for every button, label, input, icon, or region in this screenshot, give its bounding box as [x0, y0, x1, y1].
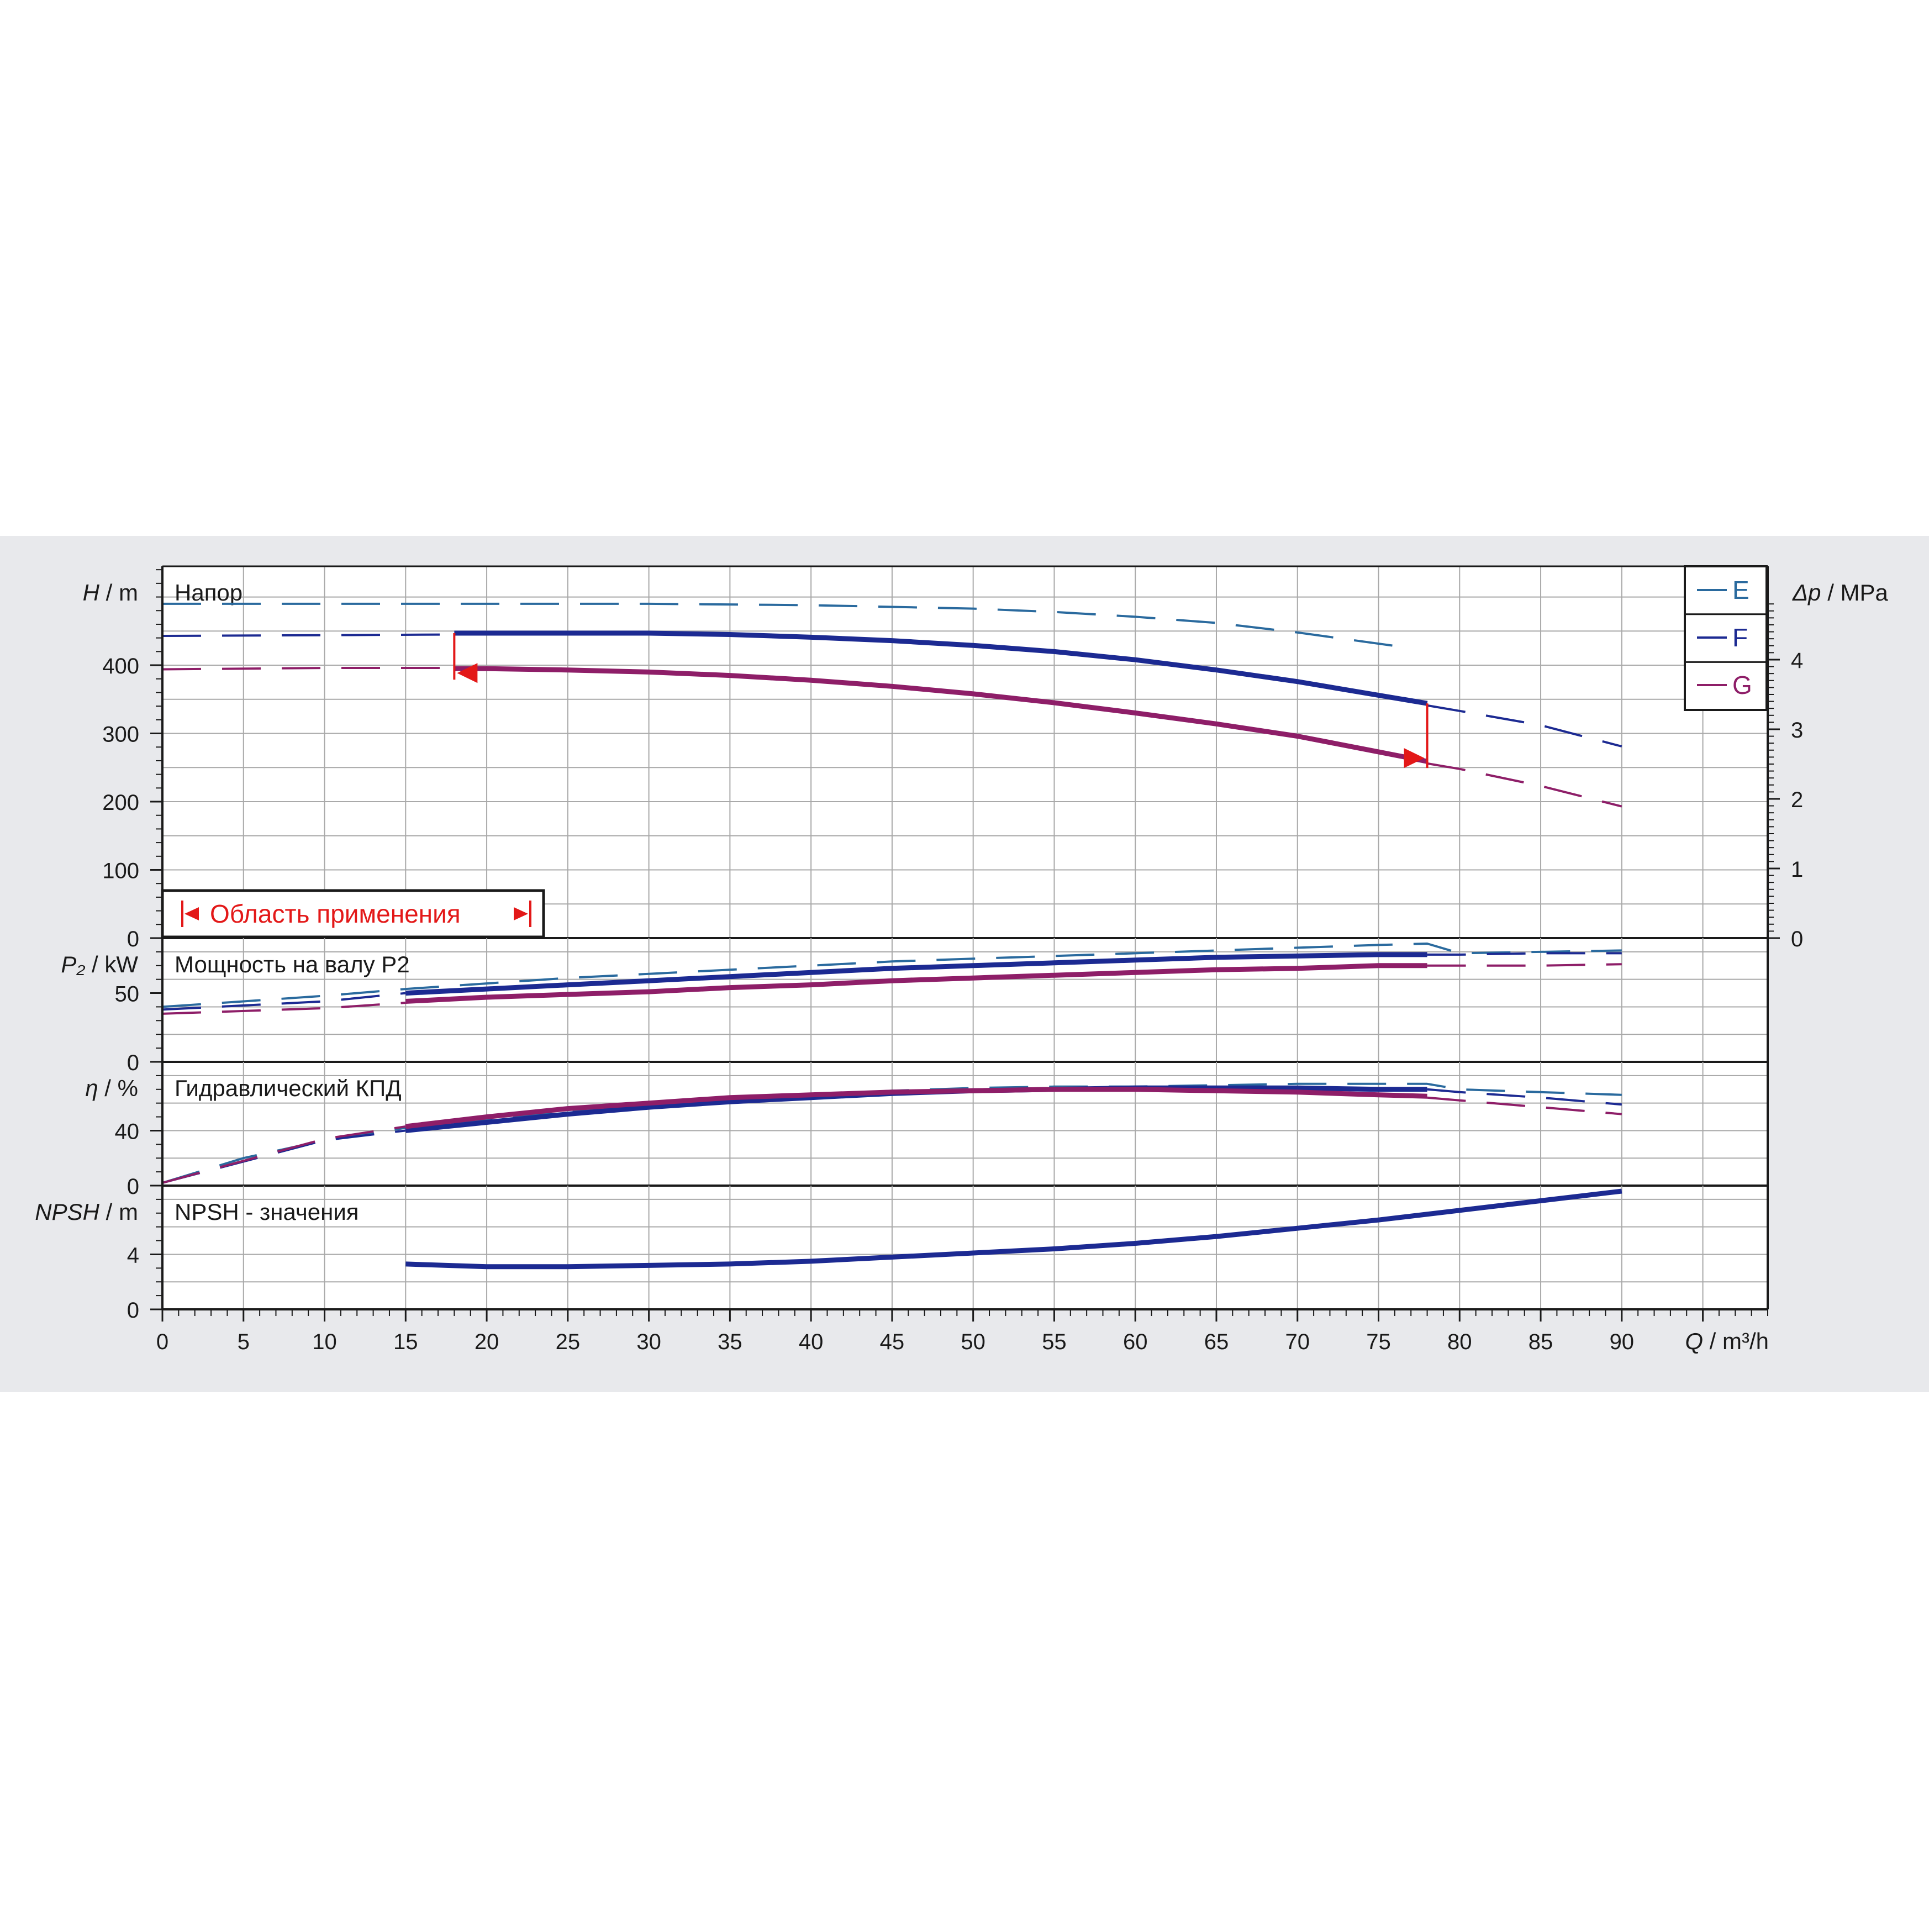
series-G-solid — [405, 963, 1427, 1004]
series-G-solid — [454, 666, 1428, 764]
x-tick-label: 50 — [961, 1330, 985, 1354]
series-E-dashed — [162, 943, 1622, 1008]
y-tick-label: 400 — [102, 654, 139, 678]
range-min-marker-arrow — [457, 663, 478, 683]
x-tick-label: 45 — [880, 1330, 905, 1354]
range-max-marker-arrow — [1404, 748, 1425, 768]
x-tick-label: 25 — [556, 1330, 581, 1354]
y-tick-label: 0 — [127, 1175, 139, 1199]
right-tick-label: 2 — [1791, 788, 1803, 812]
series-F-solid — [454, 630, 1428, 706]
y-axis-label: NPSH / m — [35, 1199, 138, 1225]
x-tick-label: 10 — [312, 1330, 337, 1354]
series-G-dashed — [162, 1002, 406, 1015]
x-tick-label: 35 — [718, 1330, 742, 1354]
y-tick-label: 40 — [115, 1119, 140, 1144]
series-F-solid — [405, 1188, 1622, 1270]
y-tick-label: 0 — [127, 927, 139, 951]
panel-title: Мощность на валу P2 — [175, 951, 410, 977]
legend-label: G — [1732, 671, 1752, 699]
y-tick-label: 50 — [115, 982, 140, 1007]
panel-title: Гидравлический КПД — [175, 1075, 402, 1101]
y-tick-label: 0 — [127, 1051, 139, 1075]
legend-label: F — [1732, 623, 1748, 652]
y-axis-label: H / m — [83, 580, 138, 606]
x-tick-label: 40 — [799, 1330, 824, 1354]
panel-2: 0 50 Мощность на валу P2 — [115, 938, 1768, 1075]
y-axis-label: P₂ / kW — [61, 951, 138, 977]
legend-label: E — [1732, 576, 1749, 604]
panel-1: 0 100 200 300 400 Напор 0 1 2 3 4 EFG Область примен… — [102, 565, 1803, 951]
series-F-dashed — [1427, 1088, 1622, 1106]
y-tick-label: 300 — [102, 723, 139, 747]
x-tick-label: 60 — [1123, 1330, 1148, 1354]
panel-title: NPSH - значения — [175, 1199, 359, 1225]
x-tick-label: 30 — [636, 1330, 661, 1354]
right-axis-label: Δp / MPa — [1792, 580, 1889, 606]
range-label-text: Область применения — [210, 899, 461, 928]
series-F-dashed — [162, 992, 406, 1011]
y-axis-label: η / % — [85, 1075, 138, 1101]
x-tick-label: 55 — [1042, 1330, 1067, 1354]
series-G-dashed — [1427, 963, 1622, 967]
y-tick-label: 4 — [127, 1243, 139, 1267]
x-tick-label: 75 — [1366, 1330, 1391, 1354]
x-axis-label: Q / m³/h — [1685, 1328, 1769, 1354]
series-F-dashed — [1427, 952, 1622, 956]
x-tick-label: 90 — [1610, 1330, 1635, 1354]
y-tick-label: 100 — [102, 859, 139, 883]
series-F-solid — [405, 952, 1427, 996]
series-G-dashed — [1427, 1096, 1622, 1115]
right-tick-label: 0 — [1791, 927, 1803, 951]
y-tick-label: 0 — [127, 1298, 139, 1323]
panel-title: Напор — [175, 580, 243, 606]
y-tick-label: 200 — [102, 791, 139, 815]
range-label-left-arrow — [185, 907, 199, 920]
x-tick-label: 65 — [1204, 1330, 1229, 1354]
x-tick-label: 70 — [1285, 1330, 1310, 1354]
x-tick-label: 80 — [1447, 1330, 1472, 1354]
x-tick-label: 5 — [238, 1330, 250, 1354]
series-G-dashed — [1427, 762, 1622, 808]
series-G-solid — [405, 1087, 1427, 1129]
range-label-right-arrow — [514, 907, 528, 920]
right-tick-label: 4 — [1791, 649, 1803, 673]
panel-3: 0 40 Гидравлический КПД — [115, 1062, 1768, 1199]
x-tick-label: 15 — [393, 1330, 418, 1354]
series-G-dashed — [162, 667, 455, 671]
series-F-dashed — [1427, 704, 1622, 747]
x-tick-label: 20 — [475, 1330, 499, 1354]
right-tick-label: 1 — [1791, 857, 1803, 882]
right-tick-label: 3 — [1791, 718, 1803, 743]
x-tick-label: 85 — [1529, 1330, 1553, 1354]
series-F-dashed — [162, 633, 455, 637]
panel-4: 0 4 NPSH - значения — [127, 1186, 1768, 1323]
series-E-dashed — [162, 602, 1411, 650]
x-tick-label: 0 — [156, 1330, 168, 1354]
